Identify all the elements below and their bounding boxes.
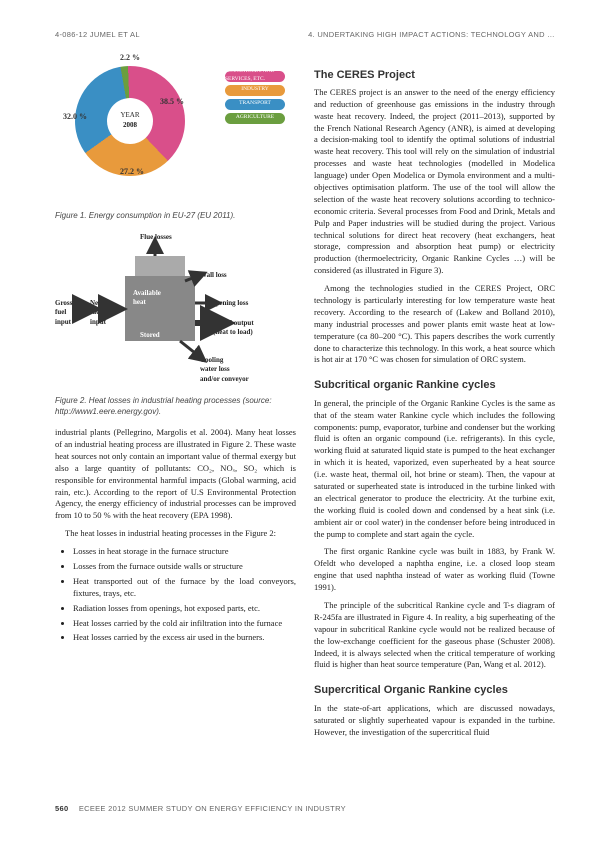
bullet-item: Losses from the furnace outside walls or… <box>73 561 296 573</box>
figure-2: Flue losses Wall loss Opening loss Usefu… <box>55 231 296 417</box>
bullet-item: Heat losses carried by the excess air us… <box>73 632 296 644</box>
heading-ceres: The CERES Project <box>314 68 555 83</box>
bullet-list: Losses in heat storage in the furnace st… <box>55 546 296 644</box>
legend-pill: INDUSTRY <box>225 85 285 96</box>
legend-pill: TRANSPORT <box>225 99 285 110</box>
right-p1: The CERES project is an answer to the ne… <box>314 87 555 277</box>
heading-subcritical: Subcritical organic Rankine cycles <box>314 378 555 393</box>
bullet-item: Losses in heat storage in the furnace st… <box>73 546 296 558</box>
pie-legend: HOUSEHOLDS AND SERVICES, ETC. INDUSTRY TRA… <box>225 71 285 127</box>
header-left: 4-086-12 JUMEL ET AL <box>55 30 140 41</box>
footer: 560 ECEEE 2012 SUMMER STUDY ON ENERGY EF… <box>55 804 346 815</box>
legend-pill: AGRICULTURE <box>225 113 285 124</box>
legend-pill: HOUSEHOLDS AND SERVICES, ETC. <box>225 71 285 82</box>
page-number: 560 <box>55 804 68 813</box>
right-p3: In general, the principle of the Organic… <box>314 398 555 541</box>
bullet-item: Radiation losses from openings, hot expo… <box>73 603 296 615</box>
right-p5: The principle of the subcritical Rankine… <box>314 600 555 671</box>
left-p1: industrial plants (Pellegrino, Margolis … <box>55 427 296 522</box>
footer-text: ECEEE 2012 SUMMER STUDY ON ENERGY EFFICI… <box>79 804 346 813</box>
heading-supercritical: Supercritical Organic Rankine cycles <box>314 683 555 698</box>
figure-1: YEAR 2008 2.2 % 38.5 % 27.2 % 32.0 % HOU… <box>55 56 296 221</box>
left-p2: The heat losses in industrial heating pr… <box>55 528 296 540</box>
right-p2: Among the technologies studied in the CE… <box>314 283 555 366</box>
right-column: The CERES Project The CERES project is a… <box>314 56 555 745</box>
right-p6: In the state-of-art applications, which … <box>314 703 555 739</box>
bullet-item: Heat losses carried by the cold air infi… <box>73 618 296 630</box>
left-column: YEAR 2008 2.2 % 38.5 % 27.2 % 32.0 % HOU… <box>55 56 296 745</box>
running-header: 4-086-12 JUMEL ET AL 4. UNDERTAKING HIGH… <box>55 30 555 41</box>
pie-center: YEAR 2008 <box>107 98 153 144</box>
figure-1-caption: Figure 1. Energy consumption in EU-27 (E… <box>55 210 296 221</box>
bullet-item: Heat transported out of the furnace by t… <box>73 576 296 600</box>
right-p4: The first organic Rankine cycle was buil… <box>314 546 555 594</box>
header-right: 4. UNDERTAKING HIGH IMPACT ACTIONS: TECH… <box>308 30 555 41</box>
figure-2-caption: Figure 2. Heat losses in industrial heat… <box>55 395 296 417</box>
